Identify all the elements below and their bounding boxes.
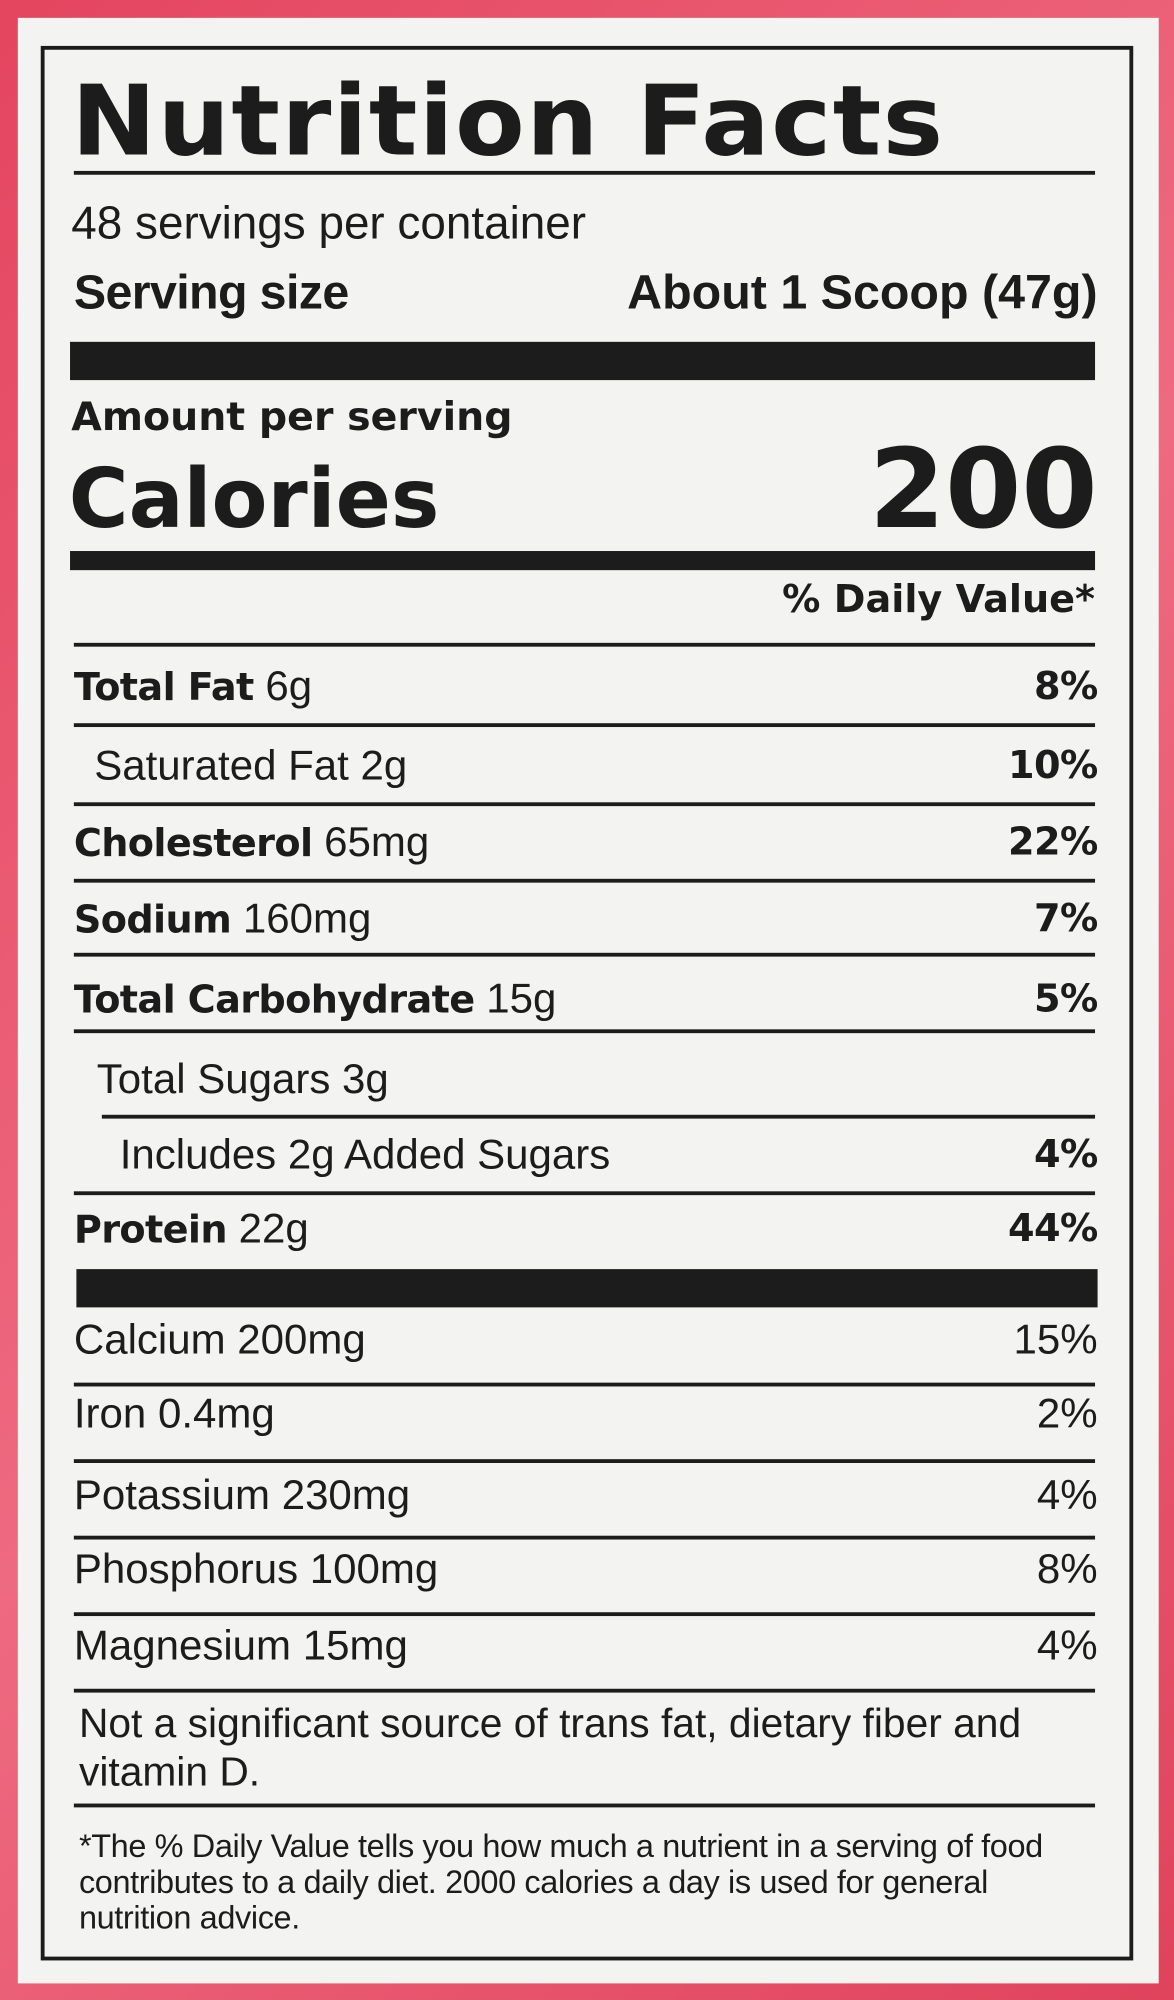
divider [73, 1191, 1096, 1196]
nutrient-row: Total Fat 6g 8% [74, 661, 1098, 712]
nutrient-amount: 6g [265, 661, 313, 710]
note: Not a significant source of trans fat, d… [78, 1700, 1022, 1795]
mineral-name: Potassium [73, 1470, 271, 1518]
nutrient-name: Sodium [73, 897, 232, 943]
thick-bar [76, 1269, 1098, 1308]
daily-value: 8% [1033, 663, 1098, 709]
title: Nutrition Facts [71, 63, 945, 178]
nutrient-row: Total Carbohydrate 15g 5% [74, 973, 1098, 1024]
mineral-name: Calcium [73, 1315, 226, 1363]
nutrient-amount: 22g [238, 1204, 309, 1252]
divider [73, 952, 1096, 957]
divider [73, 170, 1096, 175]
mineral-amount: 100mg [309, 1544, 439, 1592]
nutrient-amount: 160mg [242, 894, 372, 942]
mineral-row: Calcium 200mg 15% [74, 1314, 1098, 1365]
mineral-name: Iron [73, 1389, 147, 1437]
amount-per-serving: Amount per serving [71, 394, 513, 441]
serving-size-row: Serving size About 1 Scoop (47g) [74, 265, 1098, 321]
mineral-row: Magnesium 15mg 4% [74, 1620, 1098, 1671]
nutrient-name: Total Sugars [96, 1054, 331, 1103]
daily-value: 8% [1036, 1544, 1098, 1592]
nutrient-row: Total Sugars 3g [74, 1054, 1098, 1105]
nutrient-row: Sodium 160mg 7% [74, 893, 1098, 944]
calories-value: 200 [868, 426, 1098, 554]
divider [73, 1803, 1096, 1808]
mineral-row: Potassium 230mg 4% [74, 1469, 1098, 1520]
nutrient-name: Cholesterol [73, 821, 313, 867]
mineral-name: Phosphorus [73, 1544, 299, 1592]
frame [40, 45, 1134, 1961]
mineral-amount: 200mg [237, 1315, 366, 1363]
nutrient-name: Saturated Fat [94, 741, 349, 789]
mineral-row: Phosphorus 100mg 8% [74, 1543, 1098, 1594]
serving-size-label: Serving size [73, 265, 349, 320]
mineral-row: Iron 0.4mg 2% [74, 1388, 1098, 1439]
daily-value: 4% [1036, 1470, 1098, 1518]
nutrient-name: Total Carbohydrate [73, 978, 475, 1023]
nutrient-name: Protein [73, 1207, 228, 1253]
nutrient-row: Protein 22g 44% [74, 1203, 1098, 1254]
divider [73, 878, 1096, 883]
mineral-name: Magnesium [73, 1621, 292, 1669]
divider [101, 1114, 1096, 1119]
divider [73, 1535, 1096, 1540]
nutrient-amount: 3g [342, 1054, 389, 1103]
nutrient-name: Total Fat [73, 665, 254, 711]
daily-value: 4% [1033, 1132, 1098, 1177]
thick-bar [70, 341, 1096, 381]
divider [73, 1612, 1096, 1617]
daily-value: 2% [1036, 1389, 1098, 1437]
daily-value: 7% [1033, 896, 1098, 941]
daily-value: 4% [1036, 1621, 1098, 1669]
daily-value: 5% [1033, 976, 1098, 1022]
daily-value: 44% [1008, 1205, 1098, 1251]
nutrient-row: Includes 2g Added Sugars 4% [74, 1129, 1099, 1180]
nutrient-row: Saturated Fat 2g 10% [74, 740, 1098, 791]
divider [73, 1459, 1096, 1463]
daily-value: 22% [1008, 819, 1098, 865]
nutrient-row: Cholesterol 65mg 22% [74, 816, 1098, 867]
divider [73, 802, 1096, 807]
servings: 48 servings per container [71, 196, 587, 249]
nutrient-amount: 65mg [324, 817, 430, 865]
divider [73, 1688, 1096, 1693]
mineral-amount: 230mg [281, 1470, 411, 1518]
nutrient-amount: 2g [360, 741, 408, 789]
mineral-amount: 15mg [302, 1621, 408, 1669]
divider [73, 1029, 1096, 1034]
divider [73, 723, 1096, 728]
footnote: *The % Daily Value tells you how much a … [78, 1829, 1043, 1937]
daily-value-header: % Daily Value* [782, 577, 1096, 623]
nutrient-amount: 15g [486, 974, 557, 1022]
calories-label: Calories [68, 452, 440, 548]
nutrient-name: Includes 2g Added Sugars [119, 1130, 611, 1178]
medium-bar [70, 551, 1096, 571]
serving-size-value: About 1 Scoop (47g) [627, 265, 1098, 320]
mineral-amount: 0.4mg [157, 1389, 275, 1437]
daily-value: 15% [1013, 1315, 1098, 1363]
daily-value: 10% [1008, 742, 1098, 788]
divider [73, 1382, 1096, 1387]
divider [73, 642, 1096, 647]
